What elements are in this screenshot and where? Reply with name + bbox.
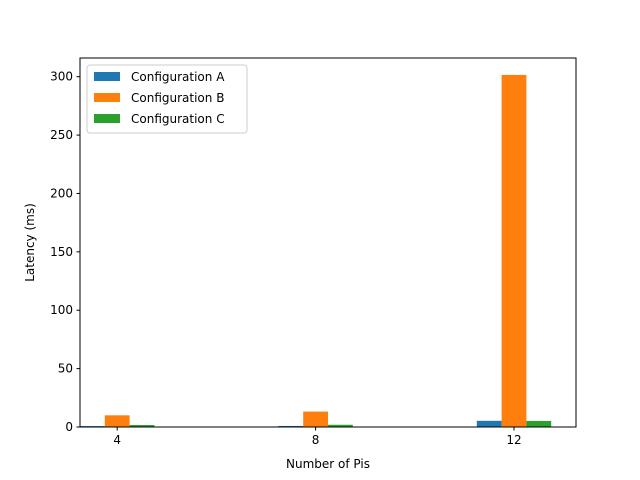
y-tick-label: 200: [50, 186, 73, 200]
legend-swatch-configuration-b: [94, 93, 120, 102]
bar-configuration-c-12: [526, 420, 552, 427]
bar-configuration-b-4: [104, 415, 130, 427]
x-tick-label: 4: [113, 433, 121, 447]
x-tick-label: 12: [506, 433, 521, 447]
legend-label-configuration-c: Configuration C: [131, 112, 225, 126]
plot-frame: [79, 57, 577, 428]
legend-label-configuration-a: Configuration A: [131, 70, 225, 84]
x-axis-ticks: 4 8 12: [113, 427, 522, 447]
legend-label-configuration-b: Configuration B: [131, 91, 224, 105]
legend-swatch-configuration-a: [94, 72, 120, 81]
y-tick-label: 0: [65, 420, 73, 434]
legend-box: [86, 64, 248, 134]
y-axis-label: Latency (ms): [23, 203, 37, 282]
y-tick-label: 150: [50, 245, 73, 259]
legend-swatch-configuration-c: [94, 114, 120, 123]
bar-configuration-a-12: [476, 420, 502, 427]
x-tick-label: 8: [312, 433, 320, 447]
y-tick-label: 300: [50, 70, 73, 84]
x-axis-label: Number of Pis: [286, 457, 370, 471]
bar-configuration-b-8: [303, 411, 328, 427]
bar-configuration-c-4: [129, 425, 155, 427]
bar-configuration-c-8: [328, 424, 353, 427]
bar-configuration-b-12: [501, 74, 527, 428]
y-axis-ticks: 0 50 100 150 200 250 300: [50, 70, 80, 434]
bars-layer: [80, 74, 552, 428]
legend: Configuration A Configuration B Configurat…: [86, 64, 248, 134]
bar-configuration-a-8: [278, 425, 304, 427]
y-tick-label: 50: [58, 362, 73, 376]
y-tick-label: 250: [50, 128, 73, 142]
y-tick-label: 100: [50, 303, 73, 317]
